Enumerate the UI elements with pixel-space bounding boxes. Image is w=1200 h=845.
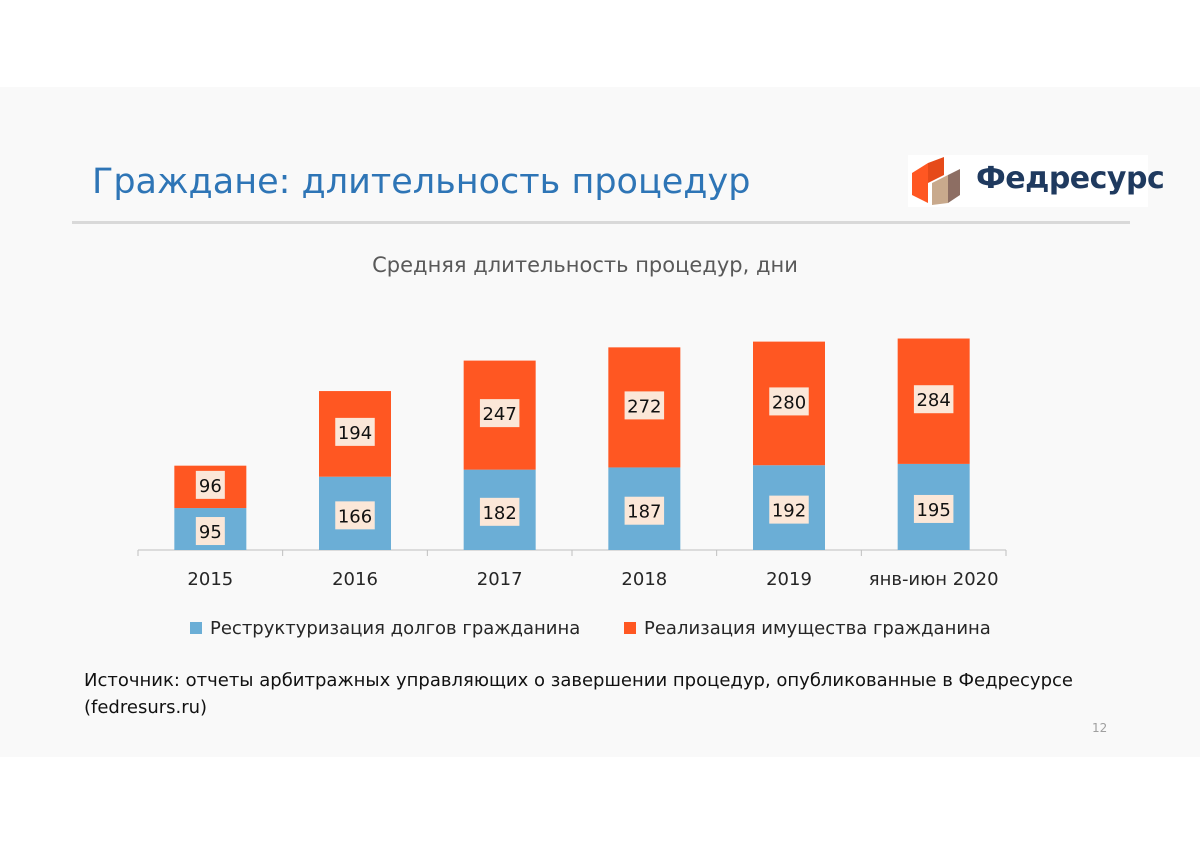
data-label-restructuring-1: 166 [338,506,372,527]
data-label-property-sale-0: 96 [199,476,222,497]
data-label-restructuring-0: 95 [199,522,222,543]
legend-label-property-sale: Реализация имущества гражданина [644,618,991,639]
data-label-property-sale-0-bg [195,470,225,499]
legend-item-restructuring: Реструктуризация долгов гражданина [190,618,580,639]
data-label-property-sale-1: 194 [338,423,372,444]
data-label-restructuring-4: 192 [772,501,806,522]
legend-swatch-property-sale [624,622,636,634]
x-tick-label-3: 2018 [621,569,667,590]
data-label-property-sale-2-bg [479,399,520,428]
data-label-property-sale-2: 247 [482,404,516,425]
x-tick-label-4: 2019 [766,569,812,590]
data-label-property-sale-5: 284 [916,390,950,411]
data-label-property-sale-5-bg [913,385,954,414]
chart-title: Средняя длительность процедур, дни [372,253,798,277]
data-label-restructuring-5: 195 [916,500,950,521]
fedresurs-logo-icon [912,157,960,205]
title-divider [72,221,1130,224]
legend-label-restructuring: Реструктуризация долгов гражданина [210,618,581,639]
x-tick-label-2: 2017 [477,569,523,590]
legend-swatch-restructuring [190,622,202,634]
x-tick-label-1: 2016 [332,569,378,590]
slide-title: Граждане: длительность процедур [92,162,751,202]
logo-text: Федресурс [976,161,1165,196]
data-label-property-sale-4: 280 [772,392,806,413]
x-tick-label-5: янв-июн 2020 [869,569,999,590]
data-label-restructuring-2-bg [479,497,520,526]
data-label-restructuring-4-bg [769,495,809,524]
data-label-restructuring-1-bg [335,501,375,530]
data-label-restructuring-5-bg [913,494,954,523]
data-label-property-sale-3-bg [624,391,665,420]
legend-item-property-sale: Реализация имущества гражданина [624,618,991,639]
data-label-property-sale-3: 272 [627,396,661,417]
data-label-restructuring-3-bg [624,496,665,525]
fedresurs-logo: Федресурс [908,155,1165,207]
data-label-property-sale-4-bg [769,387,809,416]
data-label-restructuring-3: 187 [627,502,661,523]
page-number: 12 [1092,721,1108,735]
data-label-restructuring-2: 182 [482,503,516,524]
x-tick-label-0: 2015 [187,569,233,590]
source-note: Источник: отчеты арбитражных управляющих… [84,670,1073,718]
data-label-property-sale-1-bg [335,417,375,446]
data-label-restructuring-0-bg [195,517,225,546]
